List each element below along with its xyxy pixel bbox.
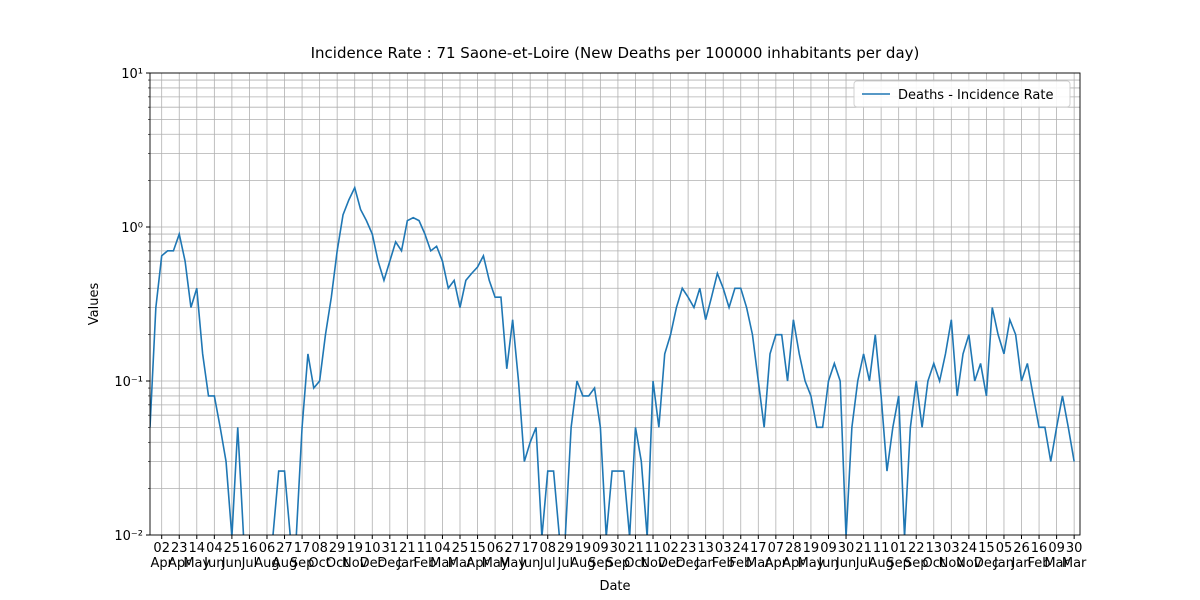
x-tick-label: 15 Apr xyxy=(466,541,489,571)
x-tick-label: 30 Sep xyxy=(606,541,631,571)
x-tick-label: 28 Apr xyxy=(782,541,805,571)
x-tick-label: 04 Mar xyxy=(430,541,455,571)
x-tick-label: 30 Mar xyxy=(1062,541,1087,571)
x-tick-label: 16 Jul xyxy=(241,541,258,571)
x-tick-label: 29 Oct xyxy=(326,541,348,571)
legend-label: Deaths - Incidence Rate xyxy=(898,88,1053,103)
y-tick-label: 10⁻¹ xyxy=(114,375,143,390)
x-axis-label: Date xyxy=(599,579,630,594)
x-tick-label: 13 Oct xyxy=(923,541,945,571)
x-tick-label: 09 Jun xyxy=(817,541,838,571)
x-tick-label: 01 Sep xyxy=(886,541,911,571)
x-tick-label: 02 Apr xyxy=(150,541,173,571)
x-tick-label: 14 May xyxy=(183,541,210,571)
y-tick-label: 10⁰ xyxy=(121,221,143,236)
x-tick-label: 08 Oct xyxy=(308,541,330,571)
x-tick-label: 19 Aug xyxy=(570,541,595,571)
y-tick-label: 10¹ xyxy=(121,67,143,82)
x-tick-label: 11 Feb xyxy=(413,541,436,571)
x-tick-label: 19 Nov xyxy=(342,541,368,571)
x-tick-label: 24 Nov xyxy=(956,541,982,571)
x-tick-label: 05 Jan xyxy=(993,541,1014,571)
chart-title: Incidence Rate : 71 Saone-et-Loire (New … xyxy=(311,44,920,62)
x-tick-label: 23 Apr xyxy=(168,541,191,571)
x-tick-label: 15 Dec xyxy=(974,541,999,571)
x-tick-label: 09 Mar xyxy=(1044,541,1069,571)
x-tick-label: 31 Dec xyxy=(377,541,402,571)
x-tick-label: 03 Feb xyxy=(712,541,735,571)
x-tick-label: 26 Jan xyxy=(1010,541,1031,571)
x-tick-label: 21 Jan xyxy=(396,541,417,571)
x-tick-label: 29 Jul xyxy=(556,541,573,571)
x-tick-label: 27 Aug xyxy=(272,541,297,571)
x-tick-label: 17 Jun xyxy=(519,541,540,571)
x-tick-label: 22 Sep xyxy=(904,541,929,571)
x-tick-label: 19 May xyxy=(797,541,824,571)
x-tick-label: 04 Jun xyxy=(203,541,224,571)
x-tick-label: 25 Mar xyxy=(448,541,473,571)
x-tick-label: 09 Sep xyxy=(588,541,613,571)
x-tick-label: 30 Jun xyxy=(835,541,856,571)
x-tick-label: 17 Mar xyxy=(746,541,771,571)
x-tick-label: 07 Apr xyxy=(765,541,788,571)
plot-frame xyxy=(149,72,1081,536)
x-tick-label: 02 Dec xyxy=(658,541,683,571)
x-tick-label: 06 Aug xyxy=(254,541,279,571)
x-tick-label: 16 Feb xyxy=(1028,541,1051,571)
x-tick-label: 21 Jul xyxy=(855,541,872,571)
y-tick-label: 10⁻² xyxy=(114,529,143,544)
x-tick-label: 27 May xyxy=(499,541,526,571)
x-tick-label: 10 Dec xyxy=(360,541,385,571)
x-tick-label: 03 Nov xyxy=(939,541,965,571)
x-tick-label: 11 Aug xyxy=(868,541,893,571)
legend-box xyxy=(853,80,1071,108)
x-tick-label: 24 Feb xyxy=(729,541,752,571)
x-tick-label: 23 Dec xyxy=(676,541,701,571)
data-line xyxy=(150,185,1075,535)
x-tick-label: 13 Jan xyxy=(695,541,716,571)
x-tick-label: 06 May xyxy=(482,541,509,571)
x-tick-label: 17 Sep xyxy=(290,541,315,571)
x-tick-label: 25 Jun xyxy=(221,541,242,571)
y-axis-label: Values xyxy=(87,283,102,326)
x-tick-label: 11 Nov xyxy=(640,541,666,571)
x-tick-label: 08 Jul xyxy=(539,541,556,571)
x-tick-label: 21 Oct xyxy=(624,541,646,571)
